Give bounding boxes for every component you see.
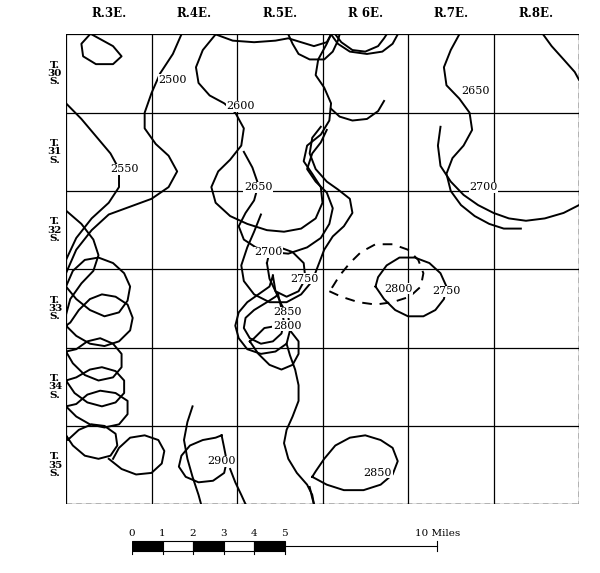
Bar <box>193 541 224 551</box>
Text: 10 Miles: 10 Miles <box>415 529 460 539</box>
Text: R.7E.: R.7E. <box>433 7 469 20</box>
Text: R.4E.: R.4E. <box>176 7 212 20</box>
Text: 2550: 2550 <box>110 164 139 174</box>
Text: 4: 4 <box>251 529 257 539</box>
Text: 2: 2 <box>190 529 196 539</box>
Text: T.
32
S.: T. 32 S. <box>47 217 62 243</box>
Text: R.5E.: R.5E. <box>262 7 298 20</box>
Bar <box>163 541 193 551</box>
Text: R.8E.: R.8E. <box>518 7 554 20</box>
Text: T.
31
S.: T. 31 S. <box>47 139 62 164</box>
Text: 2800: 2800 <box>273 321 301 331</box>
Text: 3: 3 <box>220 529 227 539</box>
Text: 2700: 2700 <box>470 182 498 192</box>
Text: T.
34
S.: T. 34 S. <box>48 374 62 399</box>
Text: 2850: 2850 <box>273 307 301 317</box>
Text: 5: 5 <box>281 529 288 539</box>
Text: 2700: 2700 <box>254 247 283 257</box>
Text: 2650: 2650 <box>461 86 490 96</box>
Bar <box>254 541 285 551</box>
Text: R.3E.: R.3E. <box>91 7 127 20</box>
Text: T.
30
S.: T. 30 S. <box>47 61 62 87</box>
Text: 2500: 2500 <box>158 75 187 85</box>
Text: 2500: 2500 <box>158 75 187 85</box>
Bar <box>132 541 163 551</box>
Text: 0: 0 <box>128 529 136 539</box>
Text: T.
35
S.: T. 35 S. <box>48 452 62 478</box>
Text: 2650: 2650 <box>244 182 272 192</box>
Text: 2850: 2850 <box>364 468 392 478</box>
Text: 2750: 2750 <box>290 274 319 284</box>
Bar <box>224 541 254 551</box>
Text: 2900: 2900 <box>207 456 236 466</box>
Text: T.
33
S.: T. 33 S. <box>48 296 62 321</box>
Text: 2800: 2800 <box>384 284 413 294</box>
Text: 2600: 2600 <box>227 101 255 111</box>
Text: 1: 1 <box>159 529 166 539</box>
Text: 2750: 2750 <box>432 286 460 296</box>
Text: R 6E.: R 6E. <box>347 7 383 20</box>
